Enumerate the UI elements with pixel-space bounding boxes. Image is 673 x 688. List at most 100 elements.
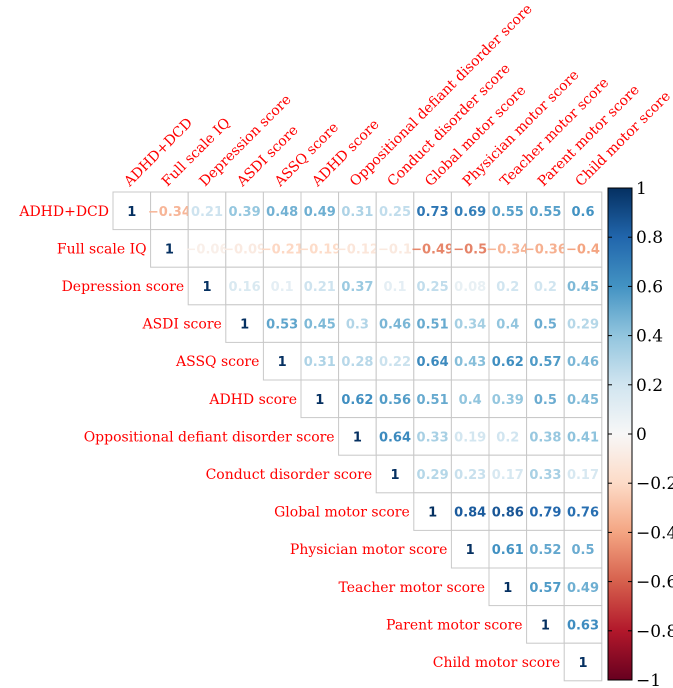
cell-value-2-3: 0.16 bbox=[229, 280, 261, 295]
cell-value-10-10: 1 bbox=[503, 581, 512, 596]
cell-value-0-6: 0.31 bbox=[341, 205, 373, 220]
cell-value-1-12: −0.4 bbox=[566, 242, 600, 257]
cell-value-3-4: 0.53 bbox=[266, 318, 298, 333]
cell-value-3-7: 0.46 bbox=[379, 318, 411, 333]
cell-value-3-12: 0.29 bbox=[567, 318, 599, 333]
cell-value-4-12: 0.46 bbox=[567, 355, 599, 370]
row-label-0: ADHD+DCD bbox=[18, 204, 109, 220]
colorbar-label-7: −0.4 bbox=[636, 523, 673, 543]
cell-value-2-9: 0.08 bbox=[454, 280, 486, 295]
colorbar-label-4: 0.2 bbox=[636, 376, 663, 396]
cell-value-2-5: 0.21 bbox=[304, 280, 336, 295]
cell-value-7-12: 0.17 bbox=[567, 468, 599, 483]
cell-value-3-11: 0.5 bbox=[534, 318, 557, 333]
cell-value-2-2: 1 bbox=[202, 280, 211, 295]
cell-value-0-1: −0.34 bbox=[148, 205, 191, 220]
colorbar-label-3: 0.4 bbox=[636, 327, 663, 347]
cell-value-8-8: 1 bbox=[428, 506, 437, 521]
cell-value-7-7: 1 bbox=[390, 468, 399, 483]
cell-value-4-10: 0.62 bbox=[492, 355, 524, 370]
cell-value-6-12: 0.41 bbox=[567, 430, 599, 445]
colorbar-label-0: 1 bbox=[636, 179, 647, 199]
cell-value-2-4: 0.1 bbox=[271, 280, 294, 295]
cell-value-7-11: 0.33 bbox=[529, 468, 561, 483]
cell-value-11-12: 0.63 bbox=[567, 618, 599, 633]
cell-value-2-8: 0.25 bbox=[417, 280, 449, 295]
cell-value-4-7: 0.22 bbox=[379, 355, 411, 370]
colorbar: 10.80.60.40.20−0.2−0.4−0.6−0.8−1 bbox=[608, 179, 673, 688]
cell-value-3-5: 0.45 bbox=[304, 318, 336, 333]
cell-value-4-5: 0.31 bbox=[304, 355, 336, 370]
cell-value-6-9: 0.19 bbox=[454, 430, 486, 445]
colorbar-label-5: 0 bbox=[636, 425, 647, 445]
cell-value-0-3: 0.39 bbox=[229, 205, 261, 220]
cell-value-5-11: 0.5 bbox=[534, 393, 557, 408]
cell-value-8-11: 0.79 bbox=[529, 506, 561, 521]
cell-value-7-9: 0.23 bbox=[454, 468, 486, 483]
cell-value-5-8: 0.51 bbox=[417, 393, 449, 408]
colorbar-label-10: −1 bbox=[636, 671, 661, 688]
cell-value-6-11: 0.38 bbox=[529, 430, 561, 445]
cell-value-1-11: −0.36 bbox=[524, 242, 567, 257]
cell-value-1-5: −0.19 bbox=[298, 242, 341, 257]
cell-value-2-11: 0.2 bbox=[534, 280, 557, 295]
row-label-11: Parent motor score bbox=[386, 617, 523, 633]
row-label-1: Full scale IQ bbox=[57, 241, 147, 257]
row-label-6: Oppositional defiant disorder score bbox=[84, 429, 335, 445]
cell-value-4-11: 0.57 bbox=[529, 355, 561, 370]
cell-value-4-9: 0.43 bbox=[454, 355, 486, 370]
cell-value-3-10: 0.4 bbox=[496, 318, 519, 333]
cell-value-1-9: −0.5 bbox=[453, 242, 487, 257]
row-label-2: Depression score bbox=[62, 279, 185, 295]
cell-value-12-12: 1 bbox=[578, 656, 587, 671]
cell-value-2-6: 0.37 bbox=[341, 280, 373, 295]
cell-value-9-9: 1 bbox=[466, 543, 475, 558]
cell-value-1-6: −0.12 bbox=[336, 242, 379, 257]
row-label-9: Physician motor score bbox=[290, 542, 447, 558]
cell-value-1-7: −0.1 bbox=[378, 242, 412, 257]
cell-value-0-11: 0.55 bbox=[529, 205, 561, 220]
cell-value-10-11: 0.57 bbox=[529, 581, 561, 596]
cell-value-0-8: 0.73 bbox=[417, 205, 449, 220]
cell-value-3-9: 0.34 bbox=[454, 318, 486, 333]
cell-value-5-6: 0.62 bbox=[341, 393, 373, 408]
cell-value-4-8: 0.64 bbox=[417, 355, 449, 370]
cell-value-2-7: 0.1 bbox=[383, 280, 406, 295]
cell-value-7-10: 0.17 bbox=[492, 468, 524, 483]
colorbar-label-9: −0.8 bbox=[636, 622, 673, 642]
cell-value-8-12: 0.76 bbox=[567, 506, 599, 521]
cell-value-2-12: 0.45 bbox=[567, 280, 599, 295]
cell-value-4-4: 1 bbox=[278, 355, 287, 370]
colorbar-label-2: 0.6 bbox=[636, 277, 663, 297]
cell-value-2-10: 0.2 bbox=[496, 280, 519, 295]
cell-value-8-9: 0.84 bbox=[454, 506, 486, 521]
row-label-8: Global motor score bbox=[274, 505, 410, 521]
cell-value-0-10: 0.55 bbox=[492, 205, 524, 220]
cell-value-5-5: 1 bbox=[315, 393, 324, 408]
row-label-3: ASDI score bbox=[141, 317, 221, 333]
cell-value-1-1: 1 bbox=[165, 242, 174, 257]
colorbar-label-6: −0.2 bbox=[636, 474, 673, 494]
cell-value-3-6: 0.3 bbox=[346, 318, 369, 333]
cell-value-0-0: 1 bbox=[127, 205, 136, 220]
cell-value-1-2: −0.06 bbox=[186, 242, 229, 257]
row-label-5: ADHD score bbox=[208, 392, 297, 408]
cell-value-6-6: 1 bbox=[353, 430, 362, 445]
cell-value-6-8: 0.33 bbox=[417, 430, 449, 445]
cell-value-5-9: 0.4 bbox=[459, 393, 482, 408]
row-label-12: Child motor score bbox=[433, 655, 560, 671]
cell-value-3-8: 0.51 bbox=[417, 318, 449, 333]
cell-value-5-12: 0.45 bbox=[567, 393, 599, 408]
colorbar-label-8: −0.6 bbox=[636, 573, 673, 593]
row-label-7: Conduct disorder score bbox=[206, 467, 373, 483]
cell-value-0-5: 0.49 bbox=[304, 205, 336, 220]
cell-value-1-3: −0.09 bbox=[223, 242, 266, 257]
row-label-10: Teacher motor score bbox=[338, 580, 485, 596]
cell-value-0-12: 0.6 bbox=[571, 205, 594, 220]
cell-value-5-7: 0.56 bbox=[379, 393, 411, 408]
cell-value-3-3: 1 bbox=[240, 318, 249, 333]
cell-value-11-11: 1 bbox=[541, 618, 550, 633]
cell-value-7-8: 0.29 bbox=[417, 468, 449, 483]
cell-value-0-7: 0.25 bbox=[379, 205, 411, 220]
